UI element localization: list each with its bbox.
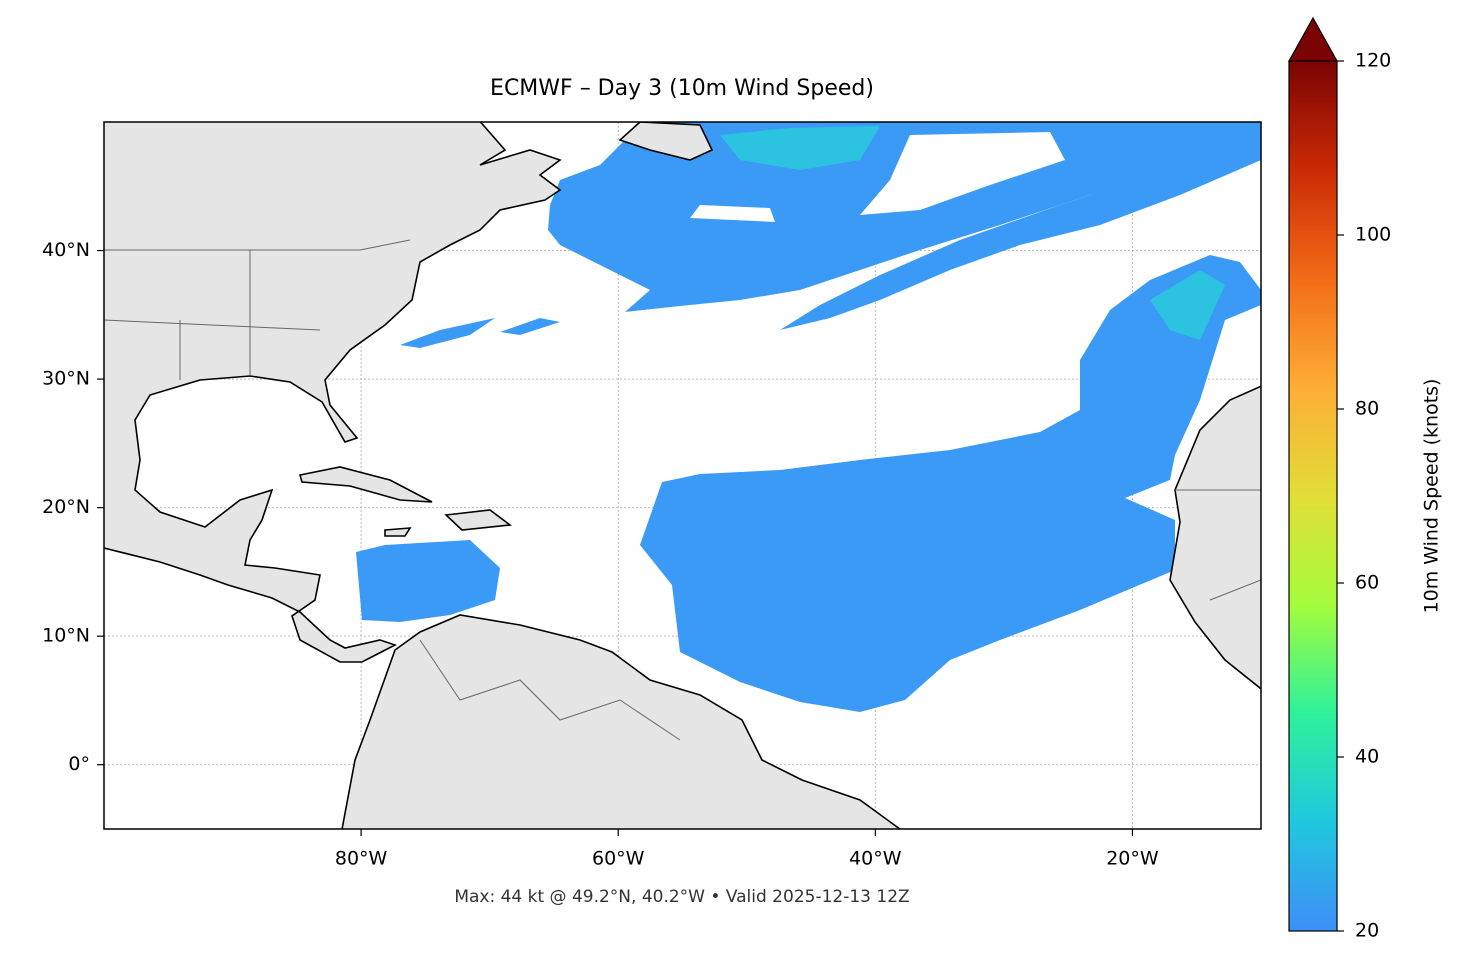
state-borders xyxy=(104,239,411,251)
colorbar-tick-label: 120 xyxy=(1355,50,1391,72)
map xyxy=(104,122,1261,829)
colorbar: 10m Wind Speed (knots) 20 40 60 80 100 120 xyxy=(1287,16,1443,942)
x-tick-label: 80°W xyxy=(335,848,388,870)
wind-swath xyxy=(720,126,880,170)
y-tick-label: 0° xyxy=(68,753,90,775)
calm-area xyxy=(690,205,775,222)
colorbar-tick-label: 100 xyxy=(1355,224,1391,246)
axis-ticks: 80°W 60°W 40°W 20°W 0° 10°N 20°N 30°N 40°N xyxy=(42,239,1159,869)
x-tick-label: 60°W xyxy=(592,848,645,870)
calm-area xyxy=(860,132,1065,215)
wind-swath xyxy=(400,318,495,348)
africa xyxy=(1169,385,1261,690)
footer-note: Max: 44 kt @ 49.2°N, 40.2°W • Valid 2025… xyxy=(454,887,909,907)
country-borders xyxy=(419,639,681,741)
hispaniola xyxy=(444,509,513,531)
wind-swath xyxy=(1150,270,1225,340)
wind-swath xyxy=(780,135,1261,330)
y-tick-label: 20°N xyxy=(42,496,90,518)
wind-swath xyxy=(500,318,560,335)
wind-swath xyxy=(356,540,500,622)
x-tick-label: 40°W xyxy=(849,848,902,870)
jamaica xyxy=(384,527,412,537)
wind-swath xyxy=(548,122,1261,312)
wind-swath xyxy=(640,255,1261,712)
south-america xyxy=(341,614,902,829)
colorbar-tick-label: 60 xyxy=(1355,572,1379,594)
colorbar-bar xyxy=(1288,60,1338,932)
country-borders xyxy=(1209,579,1261,601)
colorbar-tick-label: 40 xyxy=(1355,746,1379,768)
colorbar-tick-label: 20 xyxy=(1355,920,1379,942)
map-frame xyxy=(103,121,1262,830)
y-tick-label: 40°N xyxy=(42,239,90,261)
colorbar-tick-label: 80 xyxy=(1355,398,1379,420)
y-tick-label: 10°N xyxy=(42,625,90,647)
cuba xyxy=(298,466,433,503)
newfoundland xyxy=(618,122,714,161)
colorbar-label: 10m Wind Speed (knots) xyxy=(1421,379,1443,614)
state-borders xyxy=(104,319,321,331)
chart-title: ECMWF – Day 3 (10m Wind Speed) xyxy=(490,76,874,101)
y-tick-label: 30°N xyxy=(42,368,90,390)
colorbar-extend xyxy=(1287,16,1339,62)
x-tick-label: 20°W xyxy=(1106,848,1159,870)
north-america xyxy=(104,122,562,663)
